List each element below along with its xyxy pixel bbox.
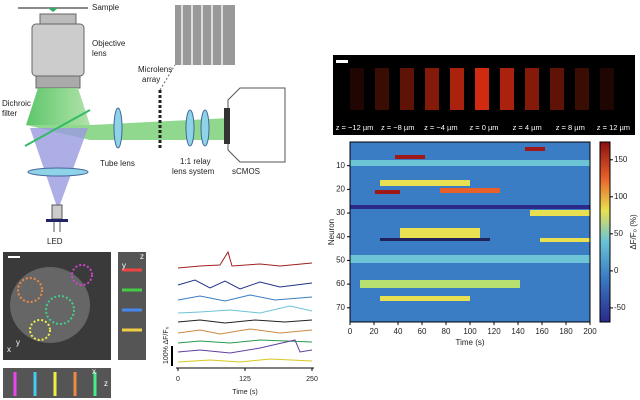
y-tick-label: 10 [336, 161, 345, 170]
x-tick-label: 60 [418, 327, 427, 336]
volume-images: x y z y x z [3, 252, 146, 398]
label: Tube lens [100, 159, 135, 168]
y-tick-label: 40 [336, 232, 345, 241]
plane-image [375, 68, 389, 110]
traces-panel [171, 250, 314, 369]
colorbar-tick-label: 50 [614, 229, 623, 238]
plane-image [475, 68, 489, 110]
axis-label: y [122, 261, 126, 270]
x-tick-label: 160 [535, 327, 549, 336]
scale-bar [336, 60, 348, 63]
label: Dichroic [2, 99, 31, 108]
plane-image [350, 68, 364, 110]
x-tick-label: 140 [511, 327, 525, 336]
axis-title: Time (s) [232, 389, 257, 396]
axis-title: Neuron [327, 219, 336, 245]
label: LED [47, 237, 63, 246]
y-tick-label: 50 [336, 256, 345, 265]
y-tick-label: 30 [336, 208, 345, 217]
x-tick-label: 0 [348, 327, 353, 336]
plane-label: z = 0 µm [469, 123, 498, 132]
label: Sample [92, 3, 120, 12]
x-tick-label: 40 [394, 327, 403, 336]
x-tick-label: 20 [370, 327, 379, 336]
axis-label: x [7, 345, 11, 354]
plane-image [400, 68, 414, 110]
plane-label: z = −12 µm [336, 123, 374, 132]
axis-label: z [140, 252, 144, 261]
label: Microlens [138, 65, 172, 74]
plane-image [425, 68, 439, 110]
x-tick-label: 120 [487, 327, 501, 336]
colorbar-tick-label: 100 [614, 192, 628, 201]
label: sCMOS [232, 167, 260, 176]
x-tick-label: 250 [306, 376, 318, 383]
plane-label: z = 4 µm [513, 123, 542, 132]
colorbar-title: ΔF/F₀ (%) [629, 214, 638, 250]
y-tick-label: 70 [336, 303, 345, 312]
label: array [142, 75, 160, 84]
x-tick-label: 100 [463, 327, 477, 336]
optics-diagram: Sample Objective lens Dichroic filter Mi… [2, 3, 286, 246]
label: 1:1 relay [180, 157, 211, 166]
colorbar-frame [599, 141, 611, 323]
plane-label: z = 8 µm [556, 123, 585, 132]
plane-image [550, 68, 564, 110]
plane-image [525, 68, 539, 110]
axis-label: x [92, 367, 96, 376]
plane-image [450, 68, 464, 110]
x-tick-label: 125 [239, 376, 251, 383]
x-tick-label: 80 [442, 327, 451, 336]
plane-image [600, 68, 614, 110]
label: lens system [172, 167, 215, 176]
axis-label: z [104, 379, 108, 388]
y-tick-label: 60 [336, 279, 345, 288]
plane-label: z = −4 µm [424, 123, 458, 132]
colorbar-tick-label: 150 [614, 155, 628, 164]
plane-image [500, 68, 514, 110]
x-tick-label: 0 [176, 376, 180, 383]
scale-label: 100% ΔF/F₀ [163, 326, 170, 364]
y-tick-label: 20 [336, 184, 345, 193]
axis-label: y [16, 338, 20, 347]
x-tick-label: 180 [559, 327, 573, 336]
plane-image [575, 68, 589, 110]
label: filter [2, 109, 17, 118]
plane-label: z = 12 µm [597, 123, 630, 132]
plane-label: z = −8 µm [381, 123, 415, 132]
x-tick-label: 200 [583, 327, 597, 336]
colorbar-tick-label: 0 [614, 266, 619, 275]
axis-title: Time (s) [455, 338, 484, 347]
label: Objective [92, 39, 126, 48]
colorbar-tick-label: -50 [614, 303, 626, 312]
heatmap [350, 142, 610, 322]
label: lens [92, 49, 107, 58]
